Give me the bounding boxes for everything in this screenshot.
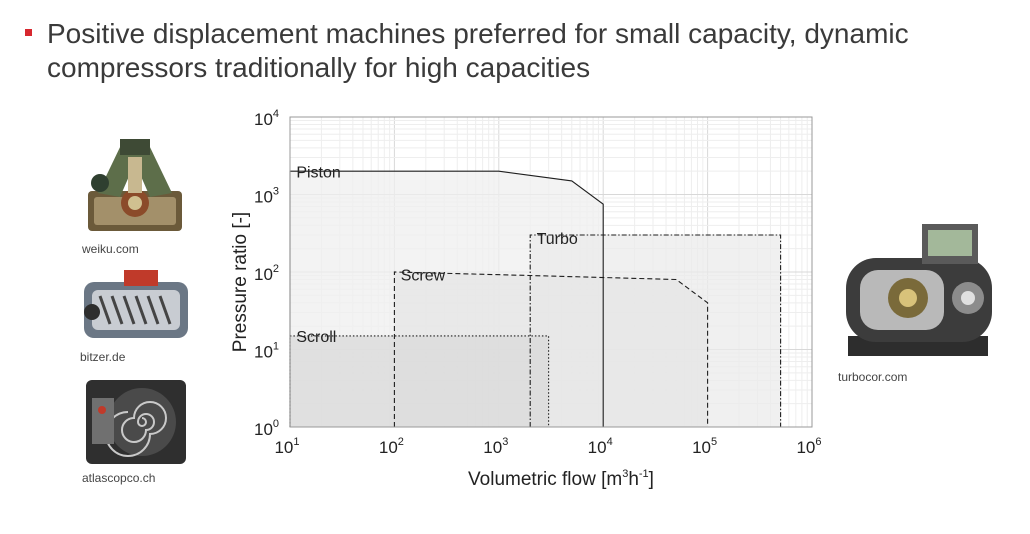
y-tick-label: 102 [254, 263, 279, 284]
region-fill-scroll [290, 335, 549, 427]
y-axis-title: Pressure ratio [-] [230, 212, 251, 352]
region-label-turbo: Turbo [537, 231, 578, 248]
region-label-piston: Piston [296, 165, 340, 182]
image-credit-screw: bitzer.de [80, 350, 126, 364]
piston-compressor-icon [88, 139, 182, 231]
y-tick-label: 104 [254, 108, 279, 129]
region-label-scroll: Scroll [296, 329, 336, 346]
region-outline-turbo [529, 234, 782, 427]
image-credit-piston: weiku.com [82, 242, 139, 256]
screw-compressor-icon [84, 270, 188, 338]
x-tick-label: 101 [274, 436, 299, 457]
x-tick-label: 106 [796, 436, 821, 457]
image-credit-turbo: turbocor.com [838, 370, 908, 384]
turbo-compressor-icon [846, 224, 992, 356]
image-credit-scroll: atlascopco.ch [82, 471, 156, 485]
x-tick-label: 105 [692, 436, 717, 457]
x-tick-label: 102 [379, 436, 404, 457]
title-bullet [25, 29, 32, 36]
y-tick-label: 100 [254, 418, 279, 439]
slide-title-line-1: Positive displacement machines preferred… [47, 18, 909, 49]
region-outline-screw [393, 271, 709, 427]
y-tick-label: 101 [254, 341, 279, 362]
scroll-compressor-icon [86, 380, 186, 464]
y-tick-label: 103 [254, 186, 279, 207]
plot-frame [289, 116, 813, 428]
slide-title-line-2: compressors traditionally for high capac… [47, 52, 591, 83]
region-label-screw: Screw [401, 267, 446, 284]
x-tick-label: 103 [483, 436, 508, 457]
x-tick-label: 104 [588, 436, 613, 457]
x-axis-title: Volumetric flow [m3h-1] [468, 468, 654, 490]
